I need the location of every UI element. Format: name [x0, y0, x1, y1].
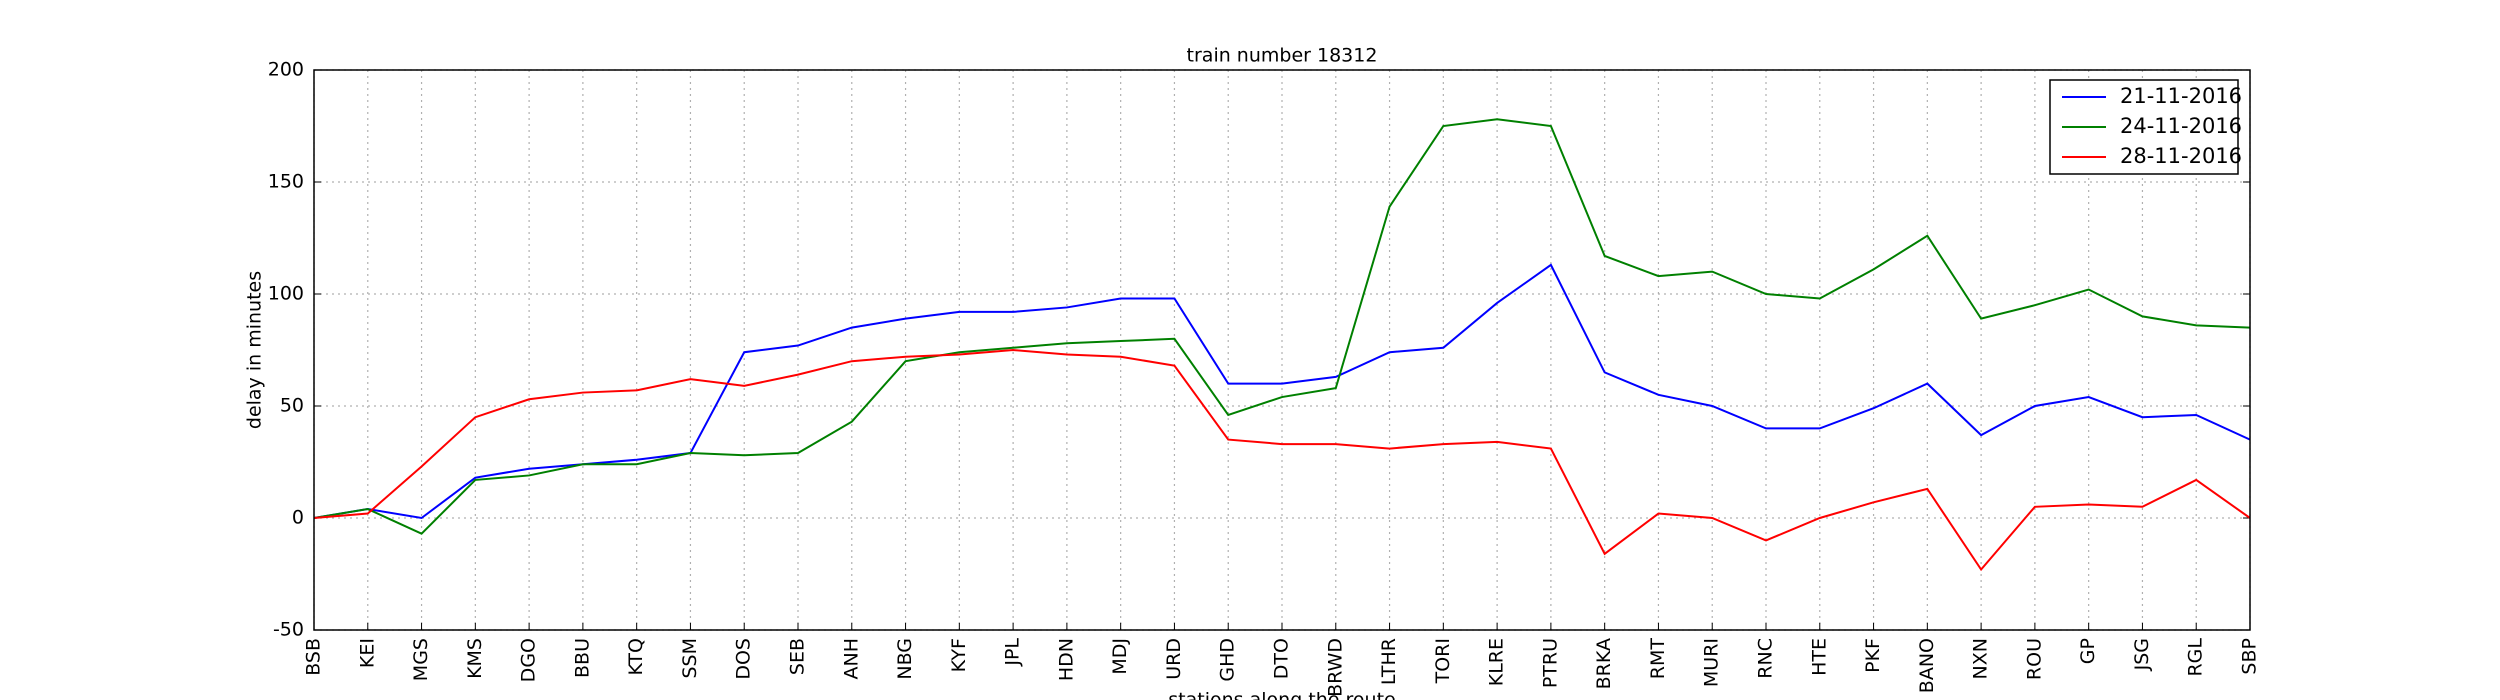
x-tick-label: TORI — [1432, 638, 1454, 684]
x-tick-label: MURI — [1701, 638, 1723, 687]
x-tick-label: BANO — [1916, 638, 1938, 693]
plot-frame — [313, 69, 2251, 631]
x-tick-label: BRWD — [1324, 638, 1346, 697]
x-tick-label: PKF — [1862, 638, 1884, 673]
line — [313, 118, 2251, 535]
x-tick-label: DGO — [518, 638, 540, 682]
line — [313, 348, 2251, 572]
x-axis-label: stations along the route — [1168, 689, 1395, 700]
x-tick-label: BBU — [571, 638, 593, 678]
x-tick-label: RMT — [1647, 638, 1669, 680]
x-tick-label: KLRE — [1486, 638, 1508, 686]
x-tick-label: HDN — [1055, 638, 1077, 681]
legend-label: 28-11-2016 — [2120, 144, 2242, 168]
y-tick-label: 0 — [292, 507, 304, 529]
x-tick-label: SEB — [787, 638, 809, 675]
x-tick-label: SBP — [2239, 638, 2261, 675]
x-tick-label: BSB — [303, 638, 325, 676]
y-tick-label: 100 — [268, 283, 304, 305]
x-tick-label: DOS — [733, 638, 755, 680]
legend-label: 24-11-2016 — [2120, 114, 2242, 138]
x-tick-label: JSG — [2131, 638, 2153, 671]
x-tick-label: ROU — [2023, 638, 2045, 680]
x-tick-label: MGS — [410, 638, 432, 681]
y-tick-label: 50 — [280, 395, 304, 417]
y-tick-label: -50 — [273, 619, 304, 641]
x-tick-label: LTHR — [1378, 638, 1400, 685]
x-tick-label: GHD — [1217, 638, 1239, 682]
line — [313, 263, 2251, 520]
y-tick-label: 150 — [268, 171, 304, 193]
legend-label: 21-11-2016 — [2120, 84, 2242, 108]
x-tick-label: NXN — [1970, 638, 1992, 679]
x-tick-label: HTE — [1808, 638, 1830, 676]
x-tick-label: GP — [2077, 638, 2099, 664]
y-tick-label: 200 — [268, 59, 304, 81]
x-tick-label: KEI — [356, 638, 378, 668]
x-tick-label: SSM — [679, 638, 701, 679]
x-tick-label: RNC — [1755, 638, 1777, 679]
y-axis-label: delay in minutes — [244, 271, 266, 429]
x-tick-label: URD — [1163, 638, 1185, 680]
x-tick-label: JPL — [1002, 638, 1024, 667]
x-tick-label: KTQ — [625, 638, 647, 676]
x-tick-label: NBG — [894, 638, 916, 680]
x-tick-label: ANH — [840, 638, 862, 680]
chart-title: train number 18312 — [1187, 45, 1378, 67]
x-tick-label: BRKA — [1593, 638, 1615, 689]
x-tick-label: PTRU — [1539, 638, 1561, 688]
x-tick-label: MDJ — [1109, 638, 1131, 675]
x-tick-label: DTO — [1271, 638, 1293, 679]
x-tick-label: RGL — [2185, 638, 2207, 677]
x-tick-label: KMS — [464, 638, 486, 679]
x-tick-label: KYF — [948, 638, 970, 672]
